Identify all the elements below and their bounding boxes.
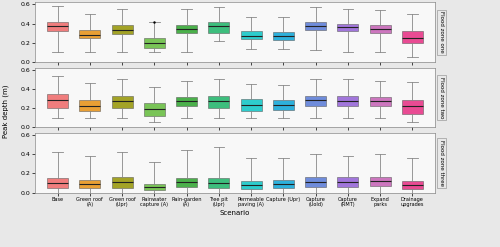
PathPatch shape [80,101,100,111]
PathPatch shape [47,94,68,108]
PathPatch shape [402,181,423,189]
PathPatch shape [112,177,132,188]
PathPatch shape [240,100,262,111]
PathPatch shape [305,177,326,187]
Text: Flood zone two: Flood zone two [439,77,444,118]
X-axis label: Scenario: Scenario [220,210,250,216]
PathPatch shape [176,178,197,187]
PathPatch shape [208,96,230,108]
PathPatch shape [338,23,358,31]
PathPatch shape [112,25,132,34]
PathPatch shape [370,24,390,33]
PathPatch shape [338,96,358,106]
PathPatch shape [144,103,165,116]
Text: Flood zone three: Flood zone three [439,140,444,186]
PathPatch shape [112,96,132,108]
PathPatch shape [47,178,68,188]
PathPatch shape [402,31,423,43]
PathPatch shape [305,22,326,30]
PathPatch shape [273,180,294,188]
PathPatch shape [370,97,390,106]
PathPatch shape [176,25,197,33]
Text: Flood zone one: Flood zone one [439,11,444,53]
PathPatch shape [80,180,100,188]
PathPatch shape [338,177,358,187]
PathPatch shape [273,32,294,40]
PathPatch shape [240,31,262,39]
PathPatch shape [370,177,390,186]
PathPatch shape [208,22,230,33]
PathPatch shape [80,30,100,38]
PathPatch shape [240,181,262,189]
PathPatch shape [176,97,197,106]
PathPatch shape [208,178,230,188]
PathPatch shape [144,38,165,48]
PathPatch shape [402,101,423,114]
Text: Peak depth (m): Peak depth (m) [2,84,9,138]
PathPatch shape [305,96,326,106]
PathPatch shape [47,22,68,31]
PathPatch shape [273,101,294,110]
PathPatch shape [144,184,165,190]
